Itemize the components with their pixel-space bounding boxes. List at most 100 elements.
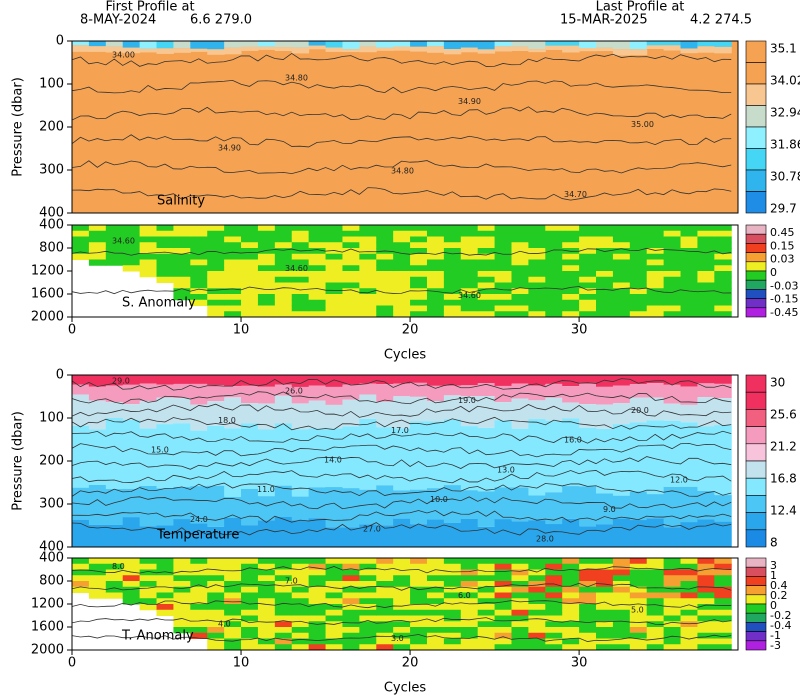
cell	[460, 271, 479, 278]
cell	[714, 236, 732, 243]
cell	[393, 248, 411, 255]
cell	[612, 558, 631, 565]
cell	[596, 271, 614, 278]
cell	[291, 558, 310, 565]
cell	[714, 294, 732, 301]
cell	[207, 604, 225, 611]
cell	[257, 41, 276, 47]
cell	[426, 265, 445, 272]
cell	[528, 288, 546, 295]
cell	[562, 558, 580, 565]
y-tick-label: 2000	[31, 310, 64, 325]
cell	[393, 563, 411, 570]
cell	[291, 288, 310, 295]
cell	[291, 609, 310, 616]
cell	[612, 385, 631, 404]
cell	[646, 276, 665, 283]
cell	[410, 598, 428, 605]
cell	[697, 383, 715, 398]
cell	[596, 644, 614, 651]
cell	[697, 627, 715, 634]
cell	[494, 305, 512, 312]
cell	[325, 404, 343, 429]
cell	[579, 48, 597, 52]
cell	[105, 253, 124, 260]
cell	[139, 604, 158, 611]
cell	[224, 518, 242, 547]
contour-label: 8.0	[112, 562, 125, 571]
cell	[257, 271, 276, 278]
cell	[410, 558, 428, 565]
cell	[697, 265, 715, 272]
cell	[680, 311, 698, 318]
cell	[291, 569, 310, 576]
cell	[88, 558, 107, 565]
colorbar-box	[745, 594, 767, 605]
cell	[494, 311, 512, 318]
cell	[697, 563, 715, 570]
cell	[410, 299, 428, 306]
cell	[190, 430, 208, 487]
cell	[646, 41, 665, 46]
cell	[139, 485, 158, 527]
cell	[241, 627, 259, 634]
cell	[562, 236, 580, 243]
cell	[173, 627, 191, 634]
cell	[291, 305, 310, 312]
colorbar-label: 21.2	[770, 440, 797, 454]
cell	[257, 609, 276, 616]
cell	[596, 259, 614, 266]
cell	[325, 242, 343, 249]
cell	[139, 581, 158, 588]
cell	[562, 375, 580, 387]
cell	[714, 299, 732, 306]
cell	[426, 563, 445, 570]
cell	[714, 265, 732, 272]
cell	[646, 518, 665, 547]
cell	[139, 558, 158, 565]
cell	[426, 581, 445, 588]
cell	[680, 581, 698, 588]
cell	[528, 558, 546, 565]
cell	[494, 420, 512, 488]
cell	[274, 384, 293, 396]
cell	[460, 299, 479, 306]
cell	[72, 558, 90, 565]
cell	[359, 621, 377, 628]
cell	[426, 558, 445, 565]
cell	[443, 419, 462, 486]
colorbar-label: -0.15	[770, 293, 798, 306]
colorbar-label: -0.03	[770, 279, 798, 292]
cell	[274, 253, 293, 260]
x-tick-label: 20	[402, 323, 419, 338]
cell	[325, 305, 343, 312]
cell	[443, 644, 462, 651]
cell	[207, 236, 225, 243]
cell	[342, 49, 360, 53]
cell	[257, 496, 276, 521]
colorbar-box	[745, 495, 767, 513]
cell	[579, 526, 597, 547]
cell	[241, 288, 259, 295]
cell	[190, 569, 208, 576]
cell	[494, 644, 512, 651]
cell	[646, 586, 665, 593]
cell	[511, 265, 529, 272]
cell	[579, 282, 597, 289]
cell	[410, 592, 428, 599]
cell	[697, 558, 715, 565]
cell	[596, 311, 614, 318]
cell	[342, 632, 360, 639]
cell	[426, 311, 445, 318]
cell	[680, 225, 698, 232]
cell	[477, 638, 496, 645]
cell	[173, 581, 191, 588]
y-tick-label: 400	[39, 540, 64, 555]
cell	[545, 558, 563, 565]
cell	[241, 265, 259, 272]
cell	[714, 521, 732, 547]
cell	[697, 248, 715, 255]
cell	[359, 569, 377, 576]
cell	[612, 569, 631, 576]
cell	[376, 259, 394, 266]
